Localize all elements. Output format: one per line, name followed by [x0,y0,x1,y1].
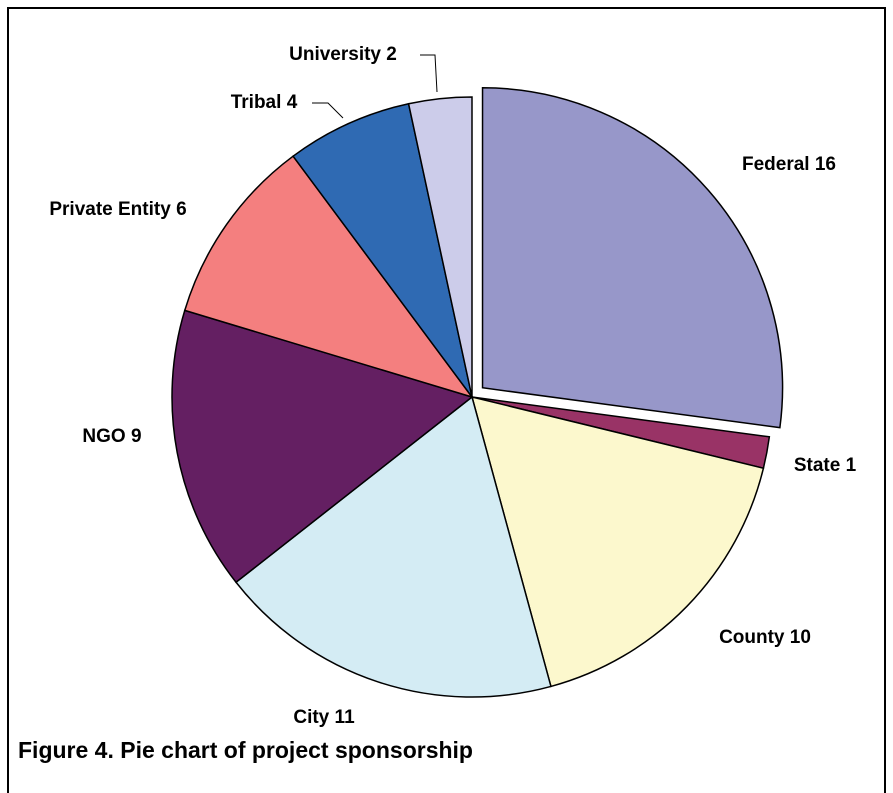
slice-label: State 1 [794,455,857,476]
slice-category: State [794,455,840,476]
slice-label: Federal 16 [742,154,836,175]
slice-value: 16 [815,154,836,175]
frame [7,7,886,793]
pie-slice [470,395,765,688]
slice-value: 6 [176,199,187,220]
slice-value: 2 [386,44,397,65]
pie-slice [171,309,474,584]
slice-category: Tribal [231,92,282,113]
leader-line [420,54,438,93]
slice-value: 10 [790,627,811,648]
caption: Figure 4. Pie chart of project sponsorsh… [18,737,473,763]
leader-line [312,102,344,119]
slice-label: NGO 9 [82,426,141,447]
slice-label: County 10 [719,627,811,648]
slice-category: Federal [742,154,810,175]
slice-label: Private Entity 6 [49,199,186,220]
slice-label: City 11 [293,707,355,728]
slice-category: University [289,44,381,65]
slice-label: Tribal 4 [231,92,298,113]
pie-slice [183,155,474,399]
slice-value: 1 [846,455,857,476]
slice-category: NGO [82,426,125,447]
pie-slice [481,87,784,429]
pie-slice [234,395,552,698]
slice-value: 4 [287,92,298,113]
slice-value: 11 [335,707,356,728]
slice-category: Private Entity [49,199,171,220]
slice-value: 9 [131,426,142,447]
slice-category: County [719,627,785,648]
pie-slice [407,96,473,398]
slice-label: University 2 [289,44,397,65]
pie-slice [292,102,473,398]
slice-category: City [293,707,329,728]
